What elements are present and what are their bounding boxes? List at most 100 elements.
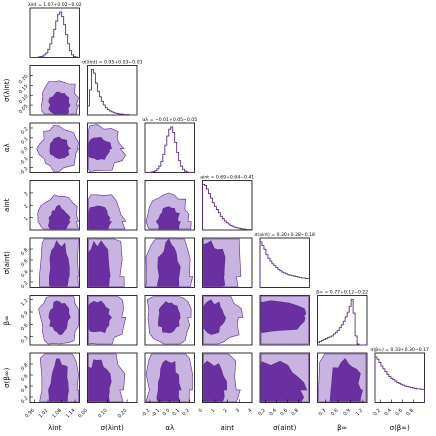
panel-4-1	[87, 237, 138, 288]
title-3: aint = 0.69+0.64−0.41	[200, 175, 254, 181]
x-tick-label: 0.6	[394, 408, 404, 418]
histogram-4	[259, 241, 310, 288]
contour-inner-3-0	[47, 204, 71, 230]
y-tick-label: 0.2	[20, 126, 30, 136]
x-axis-label-1: σ(λint)	[101, 424, 124, 432]
panel-2-1	[87, 122, 138, 173]
panel-3-2	[144, 180, 195, 231]
y-axis-label-5: β∞	[3, 315, 11, 325]
x-tick-label: 0.2	[181, 408, 191, 418]
x-tick-label: 0.0	[162, 408, 172, 418]
contour-inner-1-0	[48, 91, 71, 115]
x-tick-label: 3	[235, 408, 241, 414]
panel-frame	[374, 352, 425, 403]
panel-frame	[202, 180, 253, 231]
x-tick-label: 0.2	[257, 408, 267, 418]
panel-3-3	[202, 180, 253, 231]
panel-1-0	[29, 65, 80, 116]
y-tick-label: 0.2	[20, 395, 30, 405]
y-tick-label: 0.6	[20, 323, 30, 333]
x-axis-label-5: β∞	[337, 424, 347, 432]
y-tick-label: 0.4	[20, 269, 30, 279]
contour-inner-6-5	[329, 358, 363, 402]
panel-6-6	[374, 352, 425, 403]
panel-5-4	[259, 295, 310, 346]
x-tick-label: 0.1	[171, 408, 181, 418]
panels	[29, 7, 425, 403]
x-tick-label: 0	[198, 408, 204, 414]
y-tick-label: 0.8	[20, 247, 30, 257]
y-tick-label: 0.6	[20, 258, 30, 268]
y-tick-label: 0.20	[18, 74, 30, 86]
x-tick-label: 0.3	[318, 408, 328, 418]
panel-4-0	[29, 237, 80, 288]
x-axis-label-6: σ(β∞)	[390, 424, 410, 432]
y-tick-label: 2	[23, 203, 29, 209]
contour-inner-2-1	[88, 136, 113, 161]
panel-3-0	[29, 180, 80, 231]
y-axis-label-4: σ(aint)	[3, 251, 11, 275]
contour-inner-5-0	[48, 300, 71, 335]
y-axis-label-2: αλ	[3, 143, 11, 152]
x-tick-label: 0.10	[97, 408, 109, 420]
y-tick-label: 0.1	[20, 136, 30, 146]
y-tick-label: -0.1	[19, 156, 30, 167]
contour-inner-3-1	[88, 205, 113, 230]
x-tick-label: 0.9	[342, 408, 352, 418]
panel-frame	[144, 122, 195, 173]
x-tick-label: 2	[222, 408, 228, 414]
y-tick-label: 0.2	[20, 280, 30, 290]
x-tick-label: 4	[247, 408, 253, 414]
x-tick-label: 0.4	[383, 408, 393, 418]
title-6: σ(β∞) = 0.33+0.30−0.17	[371, 347, 429, 353]
title-2: αλ = −0.01+0.05−0.05	[142, 117, 197, 123]
panel-4-4	[259, 237, 310, 288]
x-tick-label: 1.14	[65, 408, 77, 420]
panel-6-0	[29, 352, 80, 403]
contour-inner-6-0	[48, 358, 70, 402]
panel-5-2	[144, 295, 195, 346]
histogram-3	[202, 184, 253, 230]
y-tick-label: 0.10	[18, 93, 30, 105]
contour-inner-4-1	[88, 240, 111, 287]
contour-inner-3-2	[155, 206, 181, 230]
y-tick-label: 0.05	[18, 103, 30, 115]
contour-inner-5-4	[260, 300, 307, 334]
y-tick-label: 0.8	[20, 362, 30, 372]
contour-inner-5-2	[157, 301, 181, 334]
panel-6-1	[87, 352, 138, 403]
x-tick-label: 0.00	[77, 408, 89, 420]
x-tick-label: 0.4	[268, 408, 278, 418]
contour-inner-4-3	[203, 240, 226, 287]
panel-3-1	[87, 180, 138, 231]
x-tick-label: 0.6	[279, 408, 289, 418]
y-tick-label: 0.3	[20, 335, 30, 345]
panel-frame	[317, 295, 368, 346]
panel-2-2	[144, 122, 195, 173]
y-axis-label-1: σ(λint)	[3, 78, 11, 101]
x-tick-label: 0.8	[290, 408, 300, 418]
histogram-5	[317, 299, 367, 346]
panel-5-0	[29, 295, 80, 346]
x-tick-label: 0.96	[24, 408, 36, 420]
y-axis-label-6: σ(β∞)	[3, 367, 11, 387]
title-0: λint = 1.07+0.02−0.02	[28, 2, 82, 8]
y-tick-label: 3	[23, 191, 29, 197]
contour-inner-5-3	[203, 299, 227, 335]
contour-inner-5-1	[88, 300, 113, 333]
panel-5-3	[202, 295, 253, 346]
x-axis-label-4: σ(aint)	[273, 424, 297, 432]
title-5: β∞ = 0.77+0.12−0.22	[316, 290, 368, 296]
panel-6-4	[259, 352, 310, 403]
contour-inner-6-2	[156, 360, 182, 402]
x-tick-label: -0.2	[140, 408, 151, 419]
x-tick-label: -0.1	[150, 408, 161, 419]
contour-inner-6-3	[203, 360, 228, 402]
x-tick-label: 1	[210, 408, 216, 414]
y-tick-label: 1	[23, 216, 29, 222]
x-tick-label: 1.02	[38, 408, 50, 420]
histogram-0	[30, 11, 80, 58]
panel-0-0	[29, 7, 80, 58]
y-tick-label: 0.0	[20, 146, 30, 156]
